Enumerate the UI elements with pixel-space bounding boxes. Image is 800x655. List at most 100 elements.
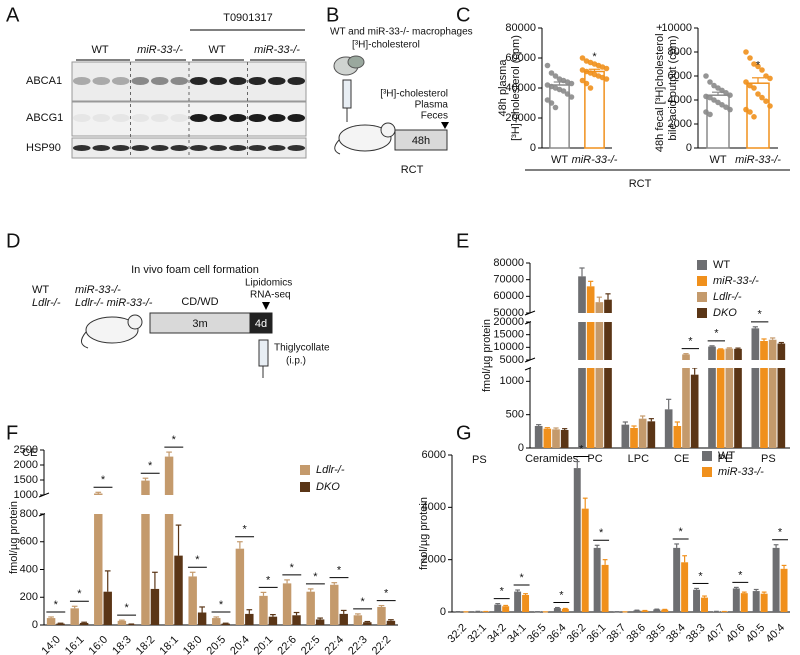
band [228,77,247,85]
x-tick-label: 36:4 [545,622,569,646]
bar [494,604,502,612]
data-point [727,92,733,98]
data-point [544,62,551,69]
legend-swatch [697,276,707,286]
bar [221,623,230,625]
y-tick-label: 2000 [668,118,692,130]
x-tick-label: 32:2 [445,622,469,646]
significance-label: * [500,586,505,598]
legend-label: WT [713,259,730,271]
x-tick-label: 22:4 [323,634,347,655]
x-tick-label: 20:1 [252,634,276,655]
cells-label: WT and miR-33-/- macrophages [330,27,473,38]
bar [70,608,79,625]
bar [768,339,777,448]
phase-label: 3m [192,318,207,330]
panel-letter: E [456,230,469,252]
bar [127,624,136,625]
y-axis-label: bile acid output (cpm) [667,35,679,140]
band [267,145,286,151]
band [150,77,169,85]
y-tick-label: 10000 [661,22,692,34]
data-point [751,85,757,91]
data-point [579,55,586,61]
rct-diagram: WT and miR-33-/- macrophages [³H]-choles… [330,27,473,176]
syringe [258,339,269,367]
data-point [767,103,773,109]
bar [653,609,661,612]
y-tick-label: 0 [518,442,524,454]
x-tick-label: 36:5 [525,622,549,646]
x-tick-label: LPC [628,453,649,465]
bar [353,615,363,625]
readout-label: Feces [421,111,448,122]
mouse-head [127,314,143,330]
x-tick-label: Ceramides [525,453,579,465]
bar [760,593,768,612]
bar [673,426,682,448]
phase-label: 4d [255,318,267,330]
genotype-label: Ldlr-/- [32,297,61,309]
y-tick-label: 60000 [493,290,524,302]
y-tick-label: 0 [686,142,692,154]
x-tick-label: 22:2 [370,634,394,655]
x-tick-label: 14:0 [39,634,63,655]
band [131,114,150,122]
bar [593,547,601,612]
syringe [342,79,352,109]
mouse [85,316,139,344]
legend-swatch [697,260,707,270]
y-tick-label: 15000 [493,329,524,341]
panel-letter: D [6,230,20,252]
bar [306,591,315,625]
panel-letter: B [326,4,339,26]
band [131,145,150,151]
band [131,77,150,85]
legend-swatch [697,292,707,302]
bar [633,610,641,612]
data-point [583,80,590,87]
x-tick-label: CE [674,453,689,465]
x-tick-label: 18:2 [134,634,158,655]
bar [552,429,560,448]
data-point [755,63,761,70]
y-axis-label: fmol/µg protein [8,501,20,574]
timeline [249,312,273,334]
data-point [603,76,610,82]
band [209,114,228,122]
bar [188,576,197,625]
panel-letter: G [456,422,472,444]
genotype-label: miR-33-/- [75,284,121,296]
x-tick-label: 20:4 [228,634,252,655]
band [72,77,91,85]
chart-title: PS [472,454,487,466]
x-tick-label: 38:4 [664,622,688,646]
y-tick-label: 70000 [493,274,524,286]
bar [621,424,630,448]
y-axis-label: [³H]-cholesterol (cpm) [510,35,522,141]
data-point [707,79,713,85]
legend-label: miR-33-/- [713,275,759,287]
significance-label: * [579,443,584,455]
data-point [751,114,757,120]
y-tick-label: 10000 [493,341,524,353]
band [209,145,228,151]
y-tick-label: 6000 [422,449,446,461]
mouse [338,124,392,152]
bar [690,374,699,448]
significance-label: * [172,434,177,446]
y-tick-label: 4000 [668,94,692,106]
y-tick-label: 4000 [422,501,446,513]
axis-gap [45,495,399,514]
x-tick-label: miR-33-/- [572,154,618,166]
significance-label: * [756,60,761,72]
significance-label: * [519,572,524,584]
data-point [603,65,610,72]
route-label: (i.p.) [286,356,306,367]
bar [377,606,386,625]
bar [514,591,522,612]
chart-title: CE [22,447,37,459]
injection-label: Thiglycollate [274,343,330,354]
x-tick-label: 32:1 [465,622,489,646]
bar [339,613,348,625]
